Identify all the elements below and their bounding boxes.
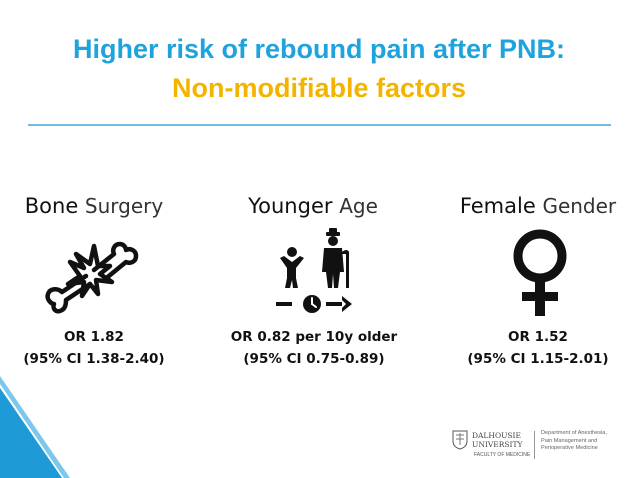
university-name-line2: UNIVERSITY <box>472 440 523 449</box>
slide-title-line1: Higher risk of rebound pain after PNB: <box>72 34 566 64</box>
factor-heading-light: Gender <box>542 194 617 218</box>
factor-heading-bold: Bone <box>24 194 79 218</box>
factor-heading-bold: Younger <box>248 194 333 218</box>
university-name: DALHOUSIE UNIVERSITY <box>472 431 522 449</box>
department-line2: Pain Management and <box>541 437 598 444</box>
factor-heading-light: Age <box>339 194 378 218</box>
confidence-interval: (95% CI 1.38-2.40) <box>23 351 165 367</box>
decorative-stripe <box>0 376 70 478</box>
factor-stat-younger-age: OR 0.82 per 10y older (95% CI 0.75-0.89) <box>214 326 414 370</box>
factor-stat-female-gender: OR 1.52 (95% CI 1.15-2.01) <box>448 326 628 370</box>
confidence-interval: (95% CI 1.15-2.01) <box>467 351 609 367</box>
university-name-line1: DALHOUSIE <box>472 431 521 440</box>
department-line3: Perioperative Medicine <box>541 445 598 451</box>
odds-ratio: OR 1.52 <box>508 329 568 345</box>
factor-heading-bold: Female <box>459 194 536 218</box>
faculty-name: FACULTY OF MEDICINE <box>474 452 531 458</box>
factor-heading-younger-age: Younger Age <box>228 194 398 218</box>
confidence-interval: (95% CI 0.75-0.89) <box>243 351 385 367</box>
factor-heading-female-gender: Female Gender <box>448 194 628 218</box>
department-name: Department of Anesthesia, Pain Managemen… <box>541 430 607 453</box>
factor-stat-bone-surgery: OR 1.82 (95% CI 1.38-2.40) <box>4 326 184 370</box>
factor-heading-light: Surgery <box>84 194 164 218</box>
broken-bone-icon <box>45 241 139 314</box>
footer-separator <box>534 431 535 459</box>
age-timeline-icon <box>276 228 352 313</box>
odds-ratio: OR 1.82 <box>64 329 124 345</box>
university-crest-icon <box>452 430 468 450</box>
odds-ratio: OR 0.82 per 10y older <box>230 329 398 345</box>
department-line1: Department of Anesthesia, <box>541 430 607 436</box>
female-symbol-icon <box>513 229 567 316</box>
title-divider <box>28 124 611 126</box>
slide-title-line2: Non-modifiable factors <box>171 73 467 103</box>
factor-heading-bone-surgery: Bone Surgery <box>14 194 174 218</box>
